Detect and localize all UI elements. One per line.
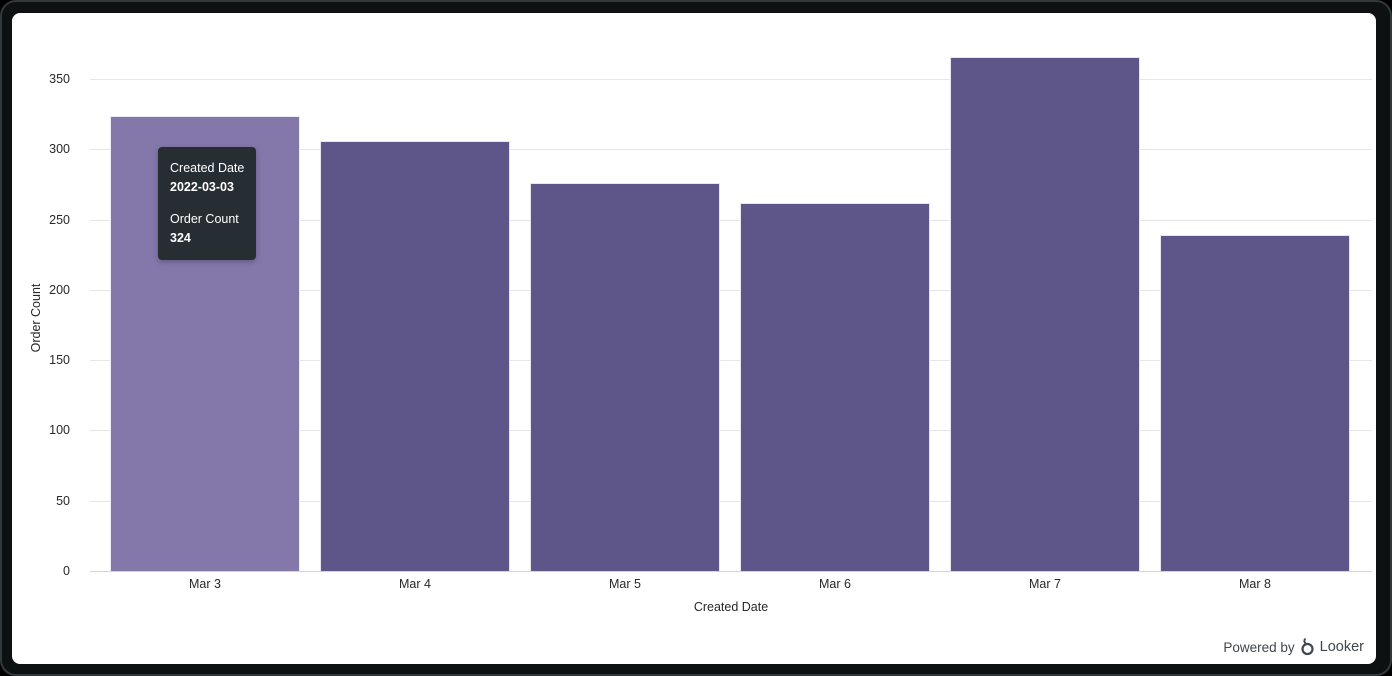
bar-mar-6[interactable] <box>740 202 930 571</box>
tooltip-row: Created Date 2022-03-03 <box>170 159 244 197</box>
tooltip-row-label: Created Date <box>170 161 245 175</box>
y-tick-label: 50 <box>56 493 70 508</box>
bars-layer <box>100 56 1360 571</box>
gridline <box>90 79 1372 80</box>
x-tick-label: Mar 4 <box>399 577 431 591</box>
tooltip-row: Order Count 324 <box>170 210 244 248</box>
bar-mar-4[interactable] <box>320 140 510 571</box>
y-tick-label: 200 <box>49 282 70 297</box>
y-tick-label: 350 <box>49 72 70 86</box>
gridline <box>90 360 1372 362</box>
x-tick-label: Mar 5 <box>609 577 641 591</box>
gridline <box>90 149 1372 151</box>
bar-mar-7[interactable] <box>950 56 1140 571</box>
powered-by-text: Powered by <box>1223 639 1295 655</box>
x-axis-title: Created Date <box>693 600 769 614</box>
bar-slot <box>310 79 520 571</box>
gridline <box>90 500 1372 502</box>
looker-brand-text: Looker <box>1319 639 1364 655</box>
y-tick-label: 300 <box>49 142 70 157</box>
tooltip-row-value: 324 <box>170 231 191 245</box>
plot-area <box>90 56 1372 572</box>
bar-mar-5[interactable] <box>530 183 720 571</box>
y-tick-label: 0 <box>63 564 70 578</box>
x-tick-label: Mar 7 <box>1029 577 1061 591</box>
powered-by-looker[interactable]: Powered by Looker <box>1223 636 1364 658</box>
gridline <box>90 289 1372 291</box>
y-tick-label: 100 <box>49 423 70 438</box>
x-tick-label: Mar 8 <box>1239 577 1271 591</box>
x-axis-labels: Mar 3 Mar 4 Mar 5 Mar 6 Mar 7 Mar 8 <box>100 576 1360 592</box>
tooltip: Created Date 2022-03-03 Order Count 324 <box>158 147 257 260</box>
y-tick-label: 150 <box>49 353 70 368</box>
tooltip-row-label: Order Count <box>170 212 239 226</box>
looker-logo-icon <box>1301 638 1314 656</box>
bar-slot <box>730 79 940 571</box>
bar-slot <box>520 79 730 571</box>
x-tick-label: Mar 6 <box>819 577 851 591</box>
bar-mar-8[interactable] <box>1160 235 1350 571</box>
gridline <box>90 430 1372 432</box>
bar-slot <box>1150 79 1360 571</box>
tooltip-row-value: 2022-03-03 <box>170 180 234 194</box>
bar-slot <box>940 56 1150 571</box>
x-tick-label: Mar 3 <box>189 577 221 591</box>
y-tick-label: 250 <box>49 212 70 227</box>
x-axis-baseline <box>90 571 1372 572</box>
gridline <box>90 219 1372 221</box>
